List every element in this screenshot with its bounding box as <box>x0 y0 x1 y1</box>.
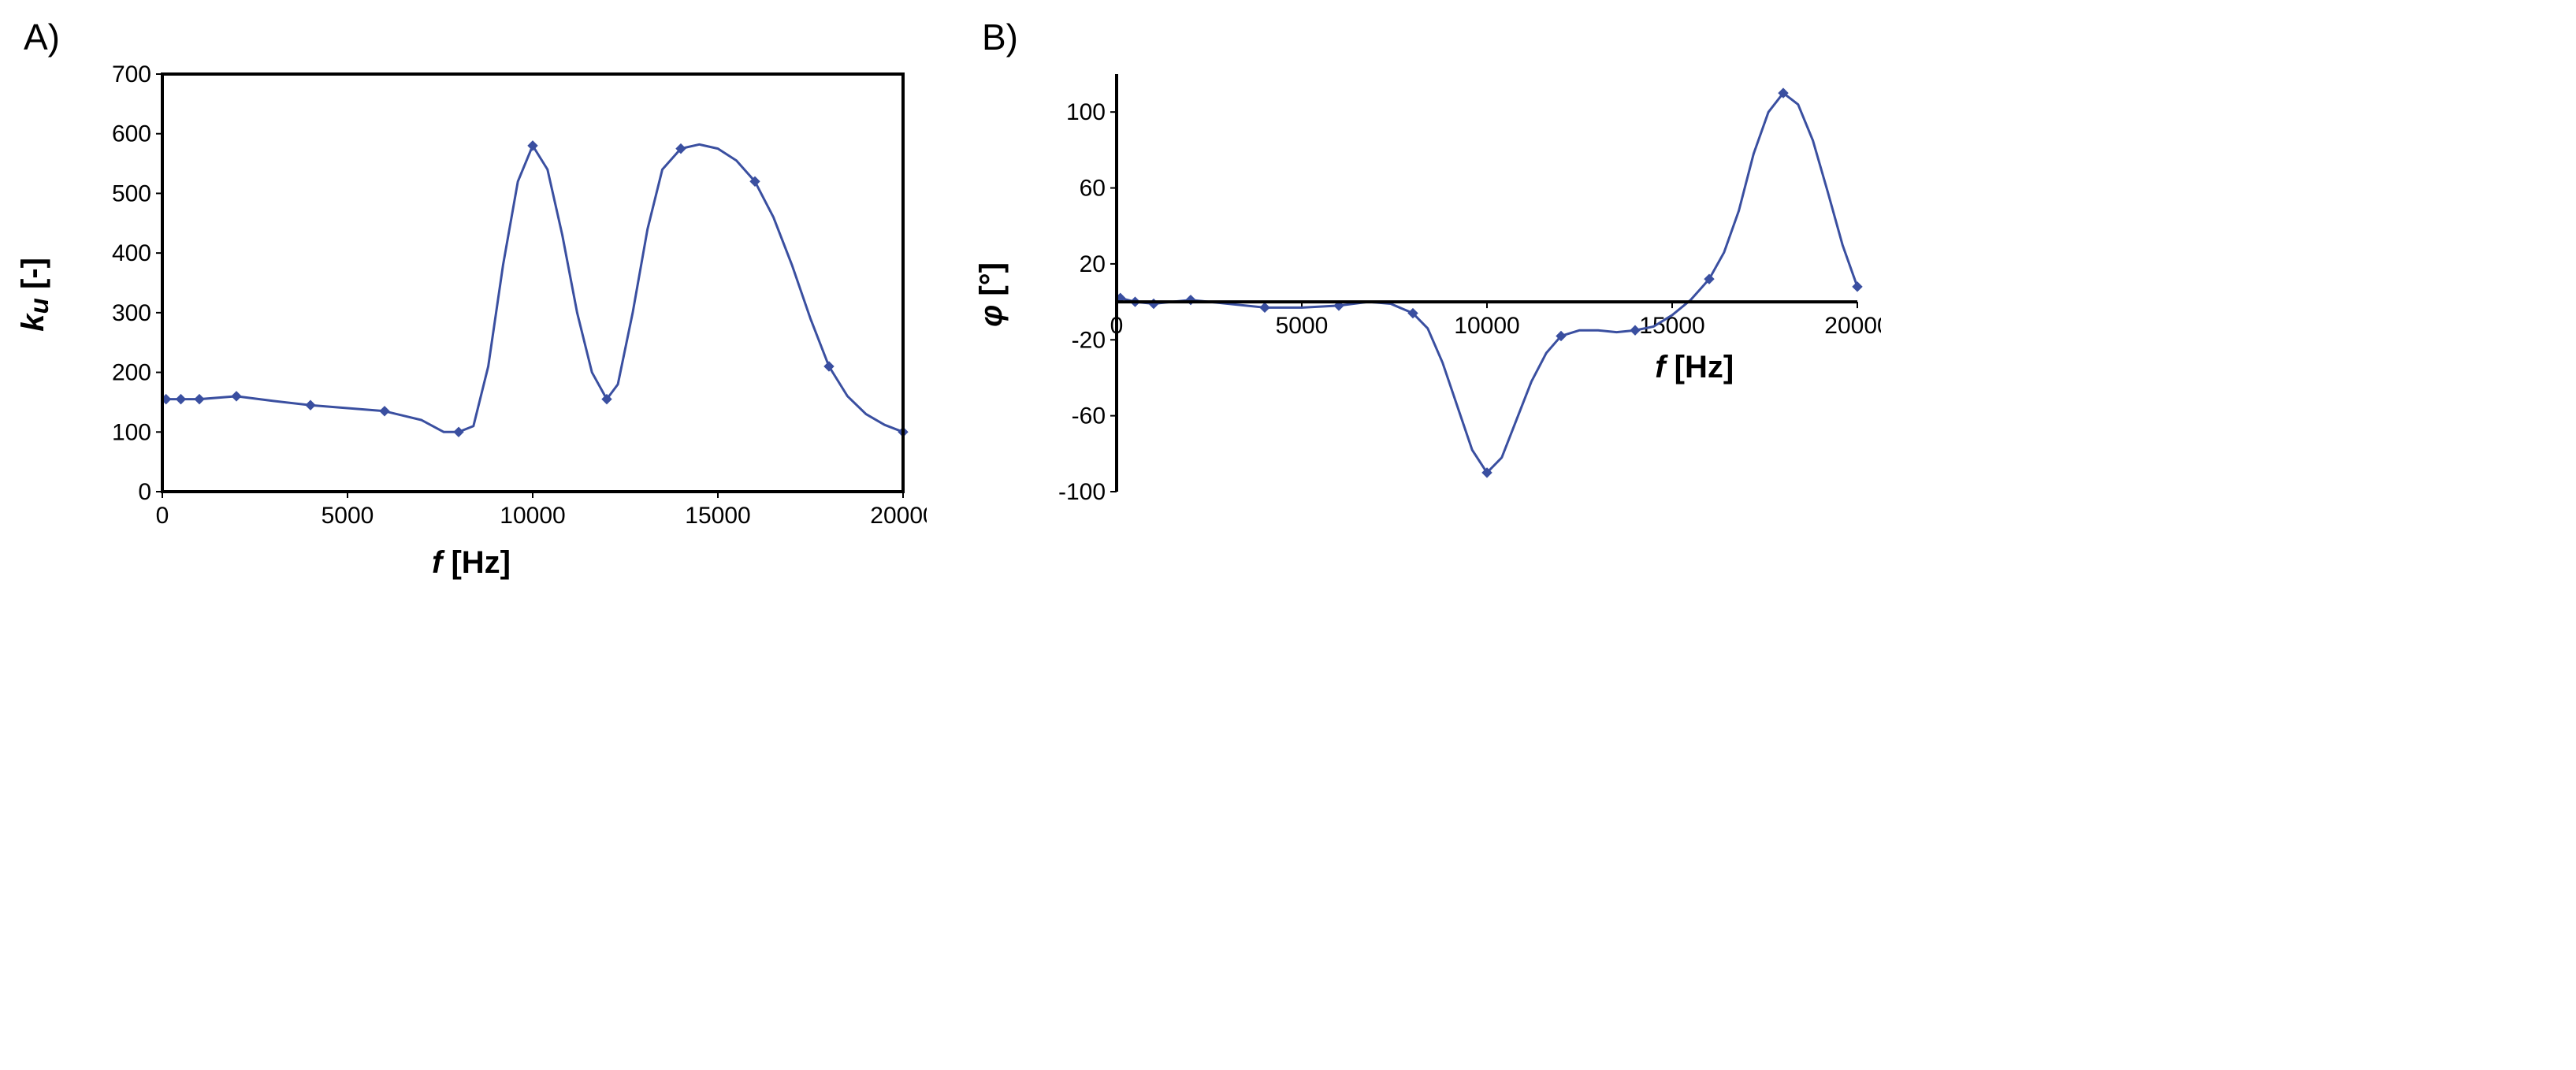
panel-b: B) φ [°] -100-60-20206010005000100001500… <box>974 16 1881 539</box>
svg-text:200: 200 <box>112 360 151 386</box>
svg-text:700: 700 <box>112 61 151 87</box>
svg-text:20: 20 <box>1080 251 1106 277</box>
svg-text:0: 0 <box>156 503 169 529</box>
svg-text:15000: 15000 <box>685 503 750 529</box>
svg-text:60: 60 <box>1080 176 1106 202</box>
svg-text:-60: -60 <box>1072 403 1106 429</box>
svg-text:0: 0 <box>138 479 151 505</box>
panel-a-chart-area: ku [-] 0 100 200 300 400 500 600 700 0 5000 10000 1… <box>16 50 927 539</box>
panel-a-xaxis-label: f [Hz] <box>432 545 511 581</box>
panel-a: A) ku [-] 010020030040050060070005000100… <box>16 16 927 581</box>
panel-a-yaxis-label: ku [-] <box>16 258 55 332</box>
panel-b-svg: -100-60-20206010005000100001500020000f [… <box>1014 50 1881 539</box>
svg-text:100: 100 <box>1066 99 1106 125</box>
panel-a-svg: 0 100 200 300 400 500 600 700 0 5000 10000 15000 200… <box>60 50 927 539</box>
svg-text:20000: 20000 <box>870 503 927 529</box>
svg-text:100: 100 <box>112 419 151 445</box>
svg-text:300: 300 <box>112 300 151 326</box>
panel-b-chart-area: φ [°] -100-60-20206010005000100001500020… <box>974 50 1881 539</box>
svg-text:10000: 10000 <box>500 503 565 529</box>
svg-text:-100: -100 <box>1058 479 1106 505</box>
svg-text:400: 400 <box>112 240 151 266</box>
svg-text:f [Hz]: f [Hz] <box>1655 350 1734 385</box>
svg-text:10000: 10000 <box>1454 313 1519 339</box>
svg-text:5000: 5000 <box>1276 313 1329 339</box>
panel-b-yaxis-label: φ [°] <box>974 262 1009 327</box>
svg-text:500: 500 <box>112 180 151 206</box>
svg-text:20000: 20000 <box>1824 313 1881 339</box>
svg-text:5000: 5000 <box>322 503 374 529</box>
svg-text:-20: -20 <box>1072 327 1106 353</box>
chart-row: A) ku [-] 010020030040050060070005000100… <box>16 16 2560 581</box>
svg-text:15000: 15000 <box>1639 313 1704 339</box>
svg-text:600: 600 <box>112 121 151 147</box>
